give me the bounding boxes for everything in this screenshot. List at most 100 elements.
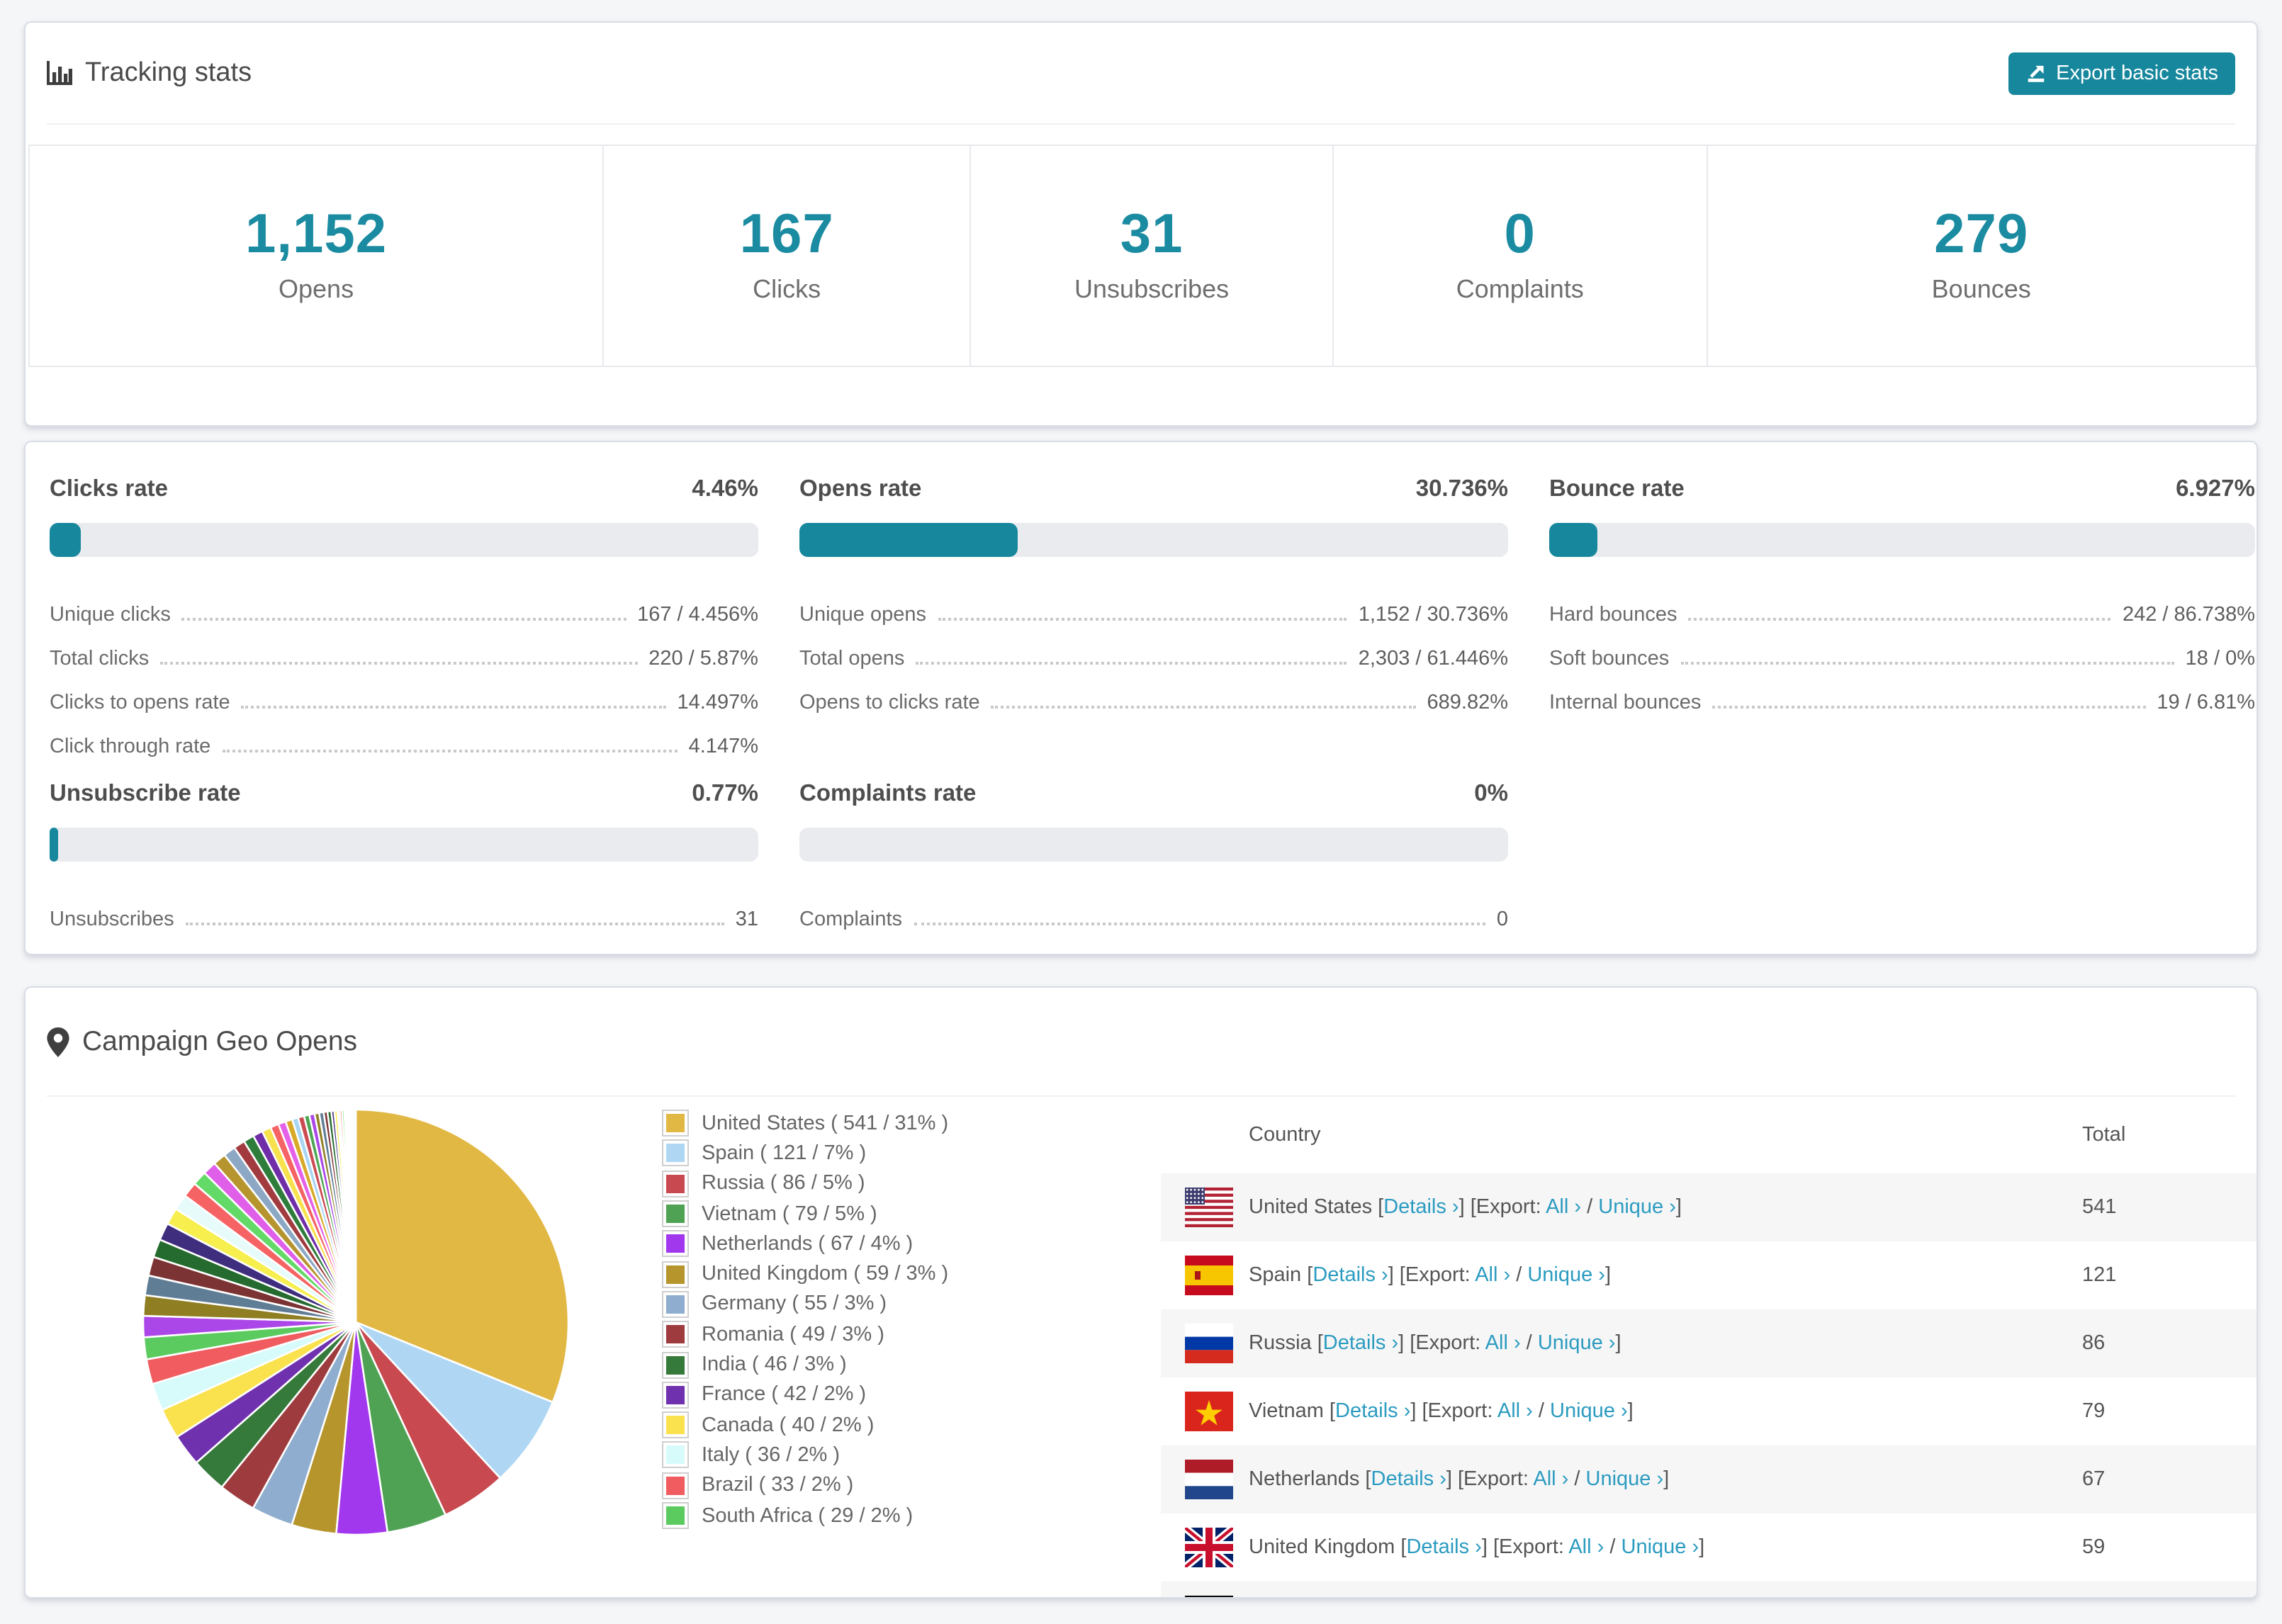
legend-swatch <box>663 1443 687 1467</box>
geo-opens-title: Campaign Geo Opens <box>82 1025 358 1056</box>
stat-value: 0 <box>1504 204 1536 265</box>
flag-icon-vn <box>1185 1392 1233 1431</box>
export-unique-link[interactable]: Unique › <box>1537 1332 1616 1355</box>
dotted-leader <box>1712 706 2146 709</box>
rate-detail-value: 18 / 0% <box>2185 648 2255 670</box>
legend-swatch <box>663 1473 687 1498</box>
rate-detail-value: 220 / 5.87% <box>648 648 758 670</box>
country-column-header: Country <box>1249 1124 1321 1146</box>
rate-detail-row: Click through rate 4.147% <box>50 714 758 758</box>
stat-label: Clicks <box>753 275 821 303</box>
dotted-leader <box>916 662 1347 665</box>
export-button-label: Export basic stats <box>2056 62 2218 84</box>
details-link[interactable]: Details › <box>1322 1332 1399 1355</box>
export-basic-stats-button[interactable]: Export basic stats <box>2008 52 2235 94</box>
legend-item: Romania ( 49 / 3% ) <box>663 1319 948 1350</box>
rate-detail-value: 242 / 86.738% <box>2122 604 2255 626</box>
rate-panel-header: Complaints rate 0% <box>799 781 1508 808</box>
rate-detail-value: 0 <box>1496 908 1508 931</box>
rate-detail-label: Complaints <box>799 908 903 931</box>
legend-swatch <box>663 1111 687 1136</box>
country-text: / <box>1568 1468 1586 1491</box>
legend-item: Italy ( 36 / 2% ) <box>663 1440 948 1471</box>
export-all-link[interactable]: All › <box>1485 1332 1521 1355</box>
legend-item: Vietnam ( 79 / 5% ) <box>663 1199 948 1229</box>
legend-item: Canada ( 40 / 2% ) <box>663 1410 948 1440</box>
legend-item: United Kingdom ( 59 / 3% ) <box>663 1259 948 1290</box>
dotted-leader <box>1680 662 2174 665</box>
map-pin-icon <box>47 1027 69 1056</box>
total-cell: 79 <box>2082 1400 2106 1423</box>
export-unique-link[interactable]: Unique › <box>1527 1264 1605 1287</box>
export-all-link[interactable]: All › <box>1546 1196 1582 1219</box>
legend-label: Vietnam ( 79 / 5% ) <box>702 1202 877 1226</box>
pie-slice <box>354 1108 357 1324</box>
rate-detail-value: 19 / 6.81% <box>2157 692 2255 714</box>
rate-value: 30.736% <box>1415 476 1508 502</box>
country-text: Netherlands [ <box>1249 1468 1371 1491</box>
details-link[interactable]: Details › <box>1383 1196 1459 1219</box>
country-text: ] <box>1615 1332 1621 1355</box>
rate-detail-value: 1,152 / 30.736% <box>1358 604 1508 626</box>
rate-detail-rows: Complaints 0 <box>799 887 1508 931</box>
geo-opens-header: Campaign Geo Opens <box>47 988 2235 1097</box>
tracking-stats-title: Tracking stats <box>85 57 252 87</box>
rate-panel-header: Clicks rate 4.46% <box>50 476 758 503</box>
flag-icon-us <box>1185 1188 1233 1227</box>
details-link[interactable]: Details › <box>1406 1536 1482 1559</box>
rate-panel-header: Unsubscribe rate 0.77% <box>50 781 758 808</box>
country-text: / <box>1532 1400 1551 1423</box>
details-link[interactable]: Details › <box>1371 1468 1446 1491</box>
table-row: Netherlands [Details ›] [Export: All › /… <box>1161 1445 2256 1513</box>
legend-swatch <box>663 1202 687 1227</box>
rate-detail-row: Internal bounces 19 / 6.81% <box>1549 670 2255 714</box>
dotted-leader <box>991 706 1416 709</box>
export-all-link[interactable]: All › <box>1533 1468 1569 1491</box>
export-unique-link[interactable]: Unique › <box>1585 1468 1664 1491</box>
rate-value: 4.46% <box>692 476 758 502</box>
stat-value: 1,152 <box>244 204 388 265</box>
legend-label: United States ( 541 / 31% ) <box>702 1112 949 1135</box>
rate-detail-row: Unique opens 1,152 / 30.736% <box>799 582 1508 626</box>
export-all-link[interactable]: All › <box>1497 1400 1533 1423</box>
legend-label: Romania ( 49 / 3% ) <box>702 1323 884 1346</box>
rate-detail-label: Unique clicks <box>50 604 171 626</box>
export-unique-link[interactable]: Unique › <box>1598 1196 1676 1219</box>
dotted-leader <box>160 662 638 665</box>
export-all-link[interactable]: All › <box>1475 1264 1511 1287</box>
total-cell: 121 <box>2082 1264 2117 1287</box>
legend-label: India ( 46 / 3% ) <box>702 1353 847 1377</box>
country-text: ] <box>1663 1468 1670 1491</box>
rate-progress-fill <box>50 523 82 557</box>
legend-swatch <box>663 1504 687 1528</box>
table-row: Russia [Details ›] [Export: All › / Uniq… <box>1161 1309 2256 1377</box>
details-link[interactable]: Details › <box>1335 1400 1411 1423</box>
export-all-link[interactable]: All › <box>1568 1536 1604 1559</box>
legend-label: Russia ( 86 / 5% ) <box>702 1172 865 1195</box>
rate-progress-track <box>799 828 1508 862</box>
rate-progress-track <box>799 523 1508 557</box>
rate-panel-clicks-rate: Clicks rate 4.46% Unique clicks 167 / 4.456… <box>50 456 758 758</box>
geo-opens-pie-chart <box>142 1108 570 1536</box>
rate-detail-label: Unsubscribes <box>50 908 174 931</box>
bar-chart-icon <box>47 60 72 86</box>
legend-swatch <box>663 1171 687 1196</box>
geo-opens-body: United States ( 541 / 31% ) Spain ( 121 /… <box>26 1097 2256 1597</box>
tracking-stats-card: Tracking stats Export basic stats 1,152 O… <box>24 21 2258 427</box>
rate-detail-row: Opens to clicks rate 689.82% <box>799 670 1508 714</box>
table-row: Spain [Details ›] [Export: All › / Uniqu… <box>1161 1241 2256 1309</box>
rate-detail-row: Unique clicks 167 / 4.456% <box>50 582 758 626</box>
rate-detail-label: Click through rate <box>50 735 211 758</box>
stat-label: Opens <box>279 275 354 303</box>
export-unique-link[interactable]: Unique › <box>1621 1536 1699 1559</box>
details-link[interactable]: Details › <box>1313 1264 1388 1287</box>
legend-swatch <box>663 1292 687 1316</box>
rate-detail-value: 689.82% <box>1427 692 1509 714</box>
rate-value: 6.927% <box>2176 476 2255 502</box>
legend-swatch <box>663 1141 687 1166</box>
pie-slice <box>354 1321 554 1479</box>
export-unique-link[interactable]: Unique › <box>1550 1400 1628 1423</box>
country-text: ] [Export: <box>1458 1196 1546 1219</box>
rate-progress-fill <box>1549 523 1598 557</box>
